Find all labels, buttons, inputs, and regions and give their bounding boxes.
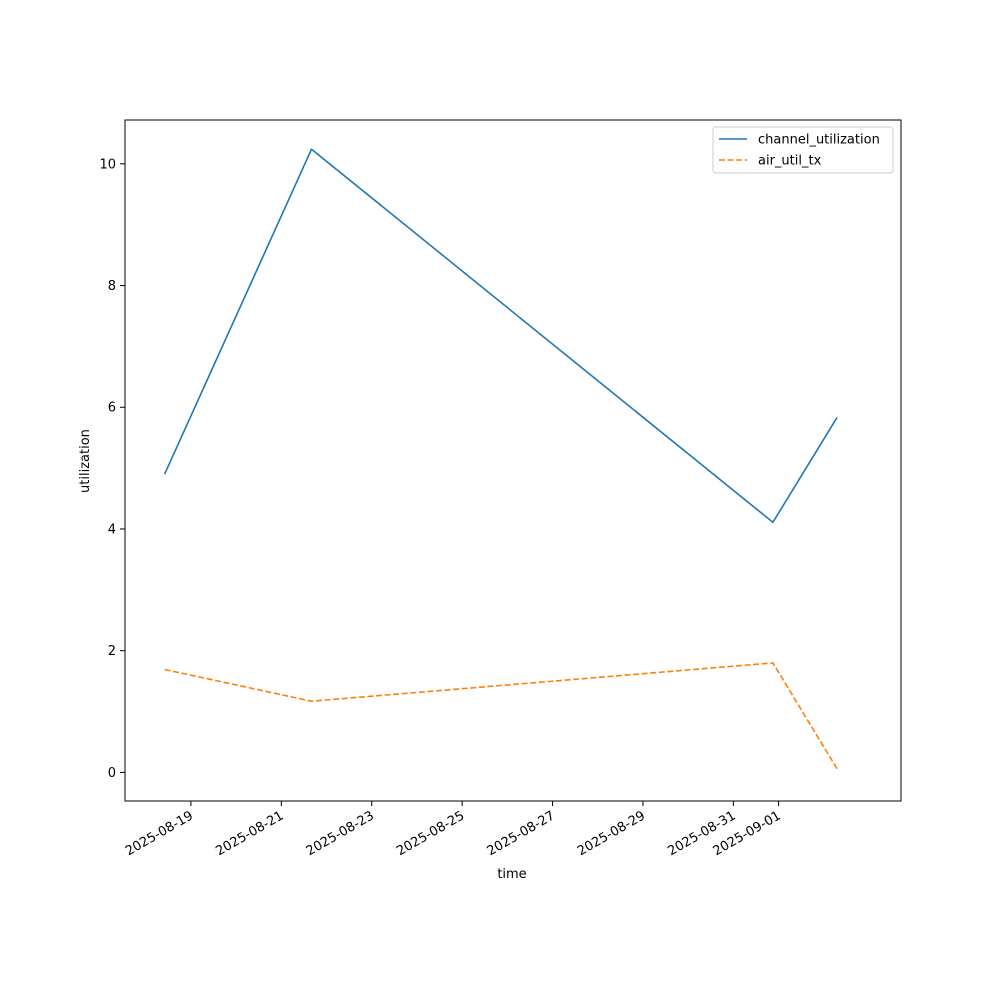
x-axis: 2025-08-19 2025-08-21 2025-08-23 2025-08-25… bbox=[123, 801, 784, 859]
x-tick-label: 2025-08-25 bbox=[394, 808, 467, 859]
legend-label: channel_utilization bbox=[758, 133, 880, 148]
y-tick-label: 4 bbox=[108, 522, 116, 537]
y-tick-label: 0 bbox=[108, 766, 116, 781]
y-tick-label: 6 bbox=[108, 401, 116, 416]
series-line-channel-utilization bbox=[163, 148, 838, 524]
y-tick-label: 8 bbox=[108, 279, 116, 294]
series-layer bbox=[163, 148, 838, 770]
x-tick-label: 2025-08-29 bbox=[575, 808, 648, 859]
legend: channel_utilization air_util_tx bbox=[712, 126, 894, 174]
y-axis: 0 2 4 6 8 10 bbox=[99, 157, 125, 781]
legend-frame bbox=[712, 126, 894, 174]
y-axis-label: utilization bbox=[78, 429, 93, 493]
series-line-air-util-tx bbox=[164, 662, 838, 770]
x-tick-label: 2025-08-27 bbox=[485, 808, 558, 859]
x-tick-label: 2025-08-23 bbox=[304, 808, 377, 859]
plot-background bbox=[125, 120, 901, 801]
y-tick-label: 2 bbox=[108, 644, 116, 659]
x-tick-label: 2025-08-19 bbox=[123, 808, 196, 859]
plot-frame bbox=[124, 119, 902, 802]
legend-label: air_util_tx bbox=[758, 154, 822, 169]
x-axis-label: time bbox=[497, 867, 526, 882]
y-tick-label: 10 bbox=[99, 157, 116, 172]
x-tick-label: 2025-08-21 bbox=[213, 808, 286, 859]
